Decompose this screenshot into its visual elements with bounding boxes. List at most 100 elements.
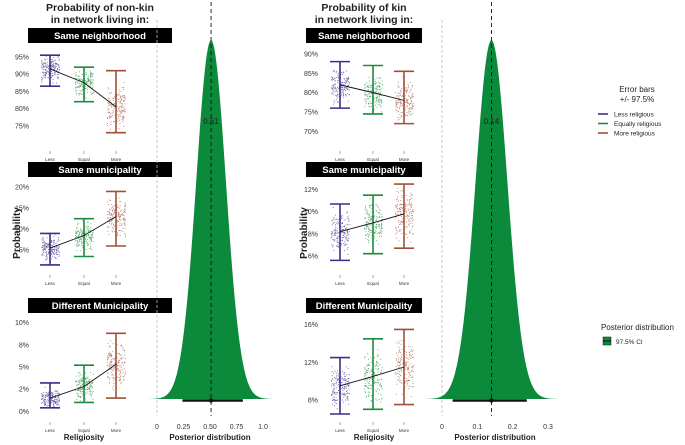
sample-point — [376, 82, 377, 84]
sample-point — [333, 83, 335, 85]
sample-point — [410, 194, 412, 196]
sample-point — [78, 381, 80, 383]
sample-point — [401, 340, 403, 342]
sample-point — [118, 114, 120, 116]
sample-point — [85, 399, 87, 401]
sample-point — [408, 224, 410, 226]
sample-point — [52, 64, 54, 66]
sample-point — [87, 77, 89, 79]
sample-point — [409, 375, 411, 376]
sample-point — [345, 390, 347, 392]
sample-point — [333, 216, 335, 218]
posterior-x-axis-title: Posterior distribution — [169, 433, 250, 442]
sample-point — [406, 101, 408, 103]
sample-point — [41, 60, 43, 62]
sample-point — [77, 387, 79, 388]
sample-point — [58, 254, 60, 256]
sample-point — [379, 364, 381, 366]
sample-point — [343, 96, 345, 98]
sample-point — [406, 351, 407, 353]
sample-point — [89, 393, 91, 395]
sample-point — [364, 98, 366, 100]
sample-point — [121, 357, 123, 359]
sample-point — [404, 87, 406, 89]
sample-point — [58, 395, 60, 397]
sample-point — [45, 393, 47, 395]
sample-point — [45, 243, 47, 244]
sample-point — [379, 86, 381, 88]
sample-point — [368, 222, 370, 224]
sample-point — [52, 65, 54, 67]
sample-point — [53, 403, 54, 405]
sample-point — [75, 80, 77, 82]
x-tick-label: Less — [45, 281, 55, 286]
sample-point — [343, 225, 345, 227]
sample-point — [376, 364, 377, 366]
sample-point — [368, 77, 370, 78]
sample-point — [88, 236, 90, 238]
sample-point — [123, 101, 125, 103]
sample-point — [87, 231, 89, 233]
sample-point — [405, 115, 407, 117]
sample-point — [120, 201, 122, 202]
sample-point — [367, 86, 369, 88]
sample-point — [401, 111, 403, 113]
sample-point — [46, 64, 48, 66]
sample-point — [377, 205, 379, 207]
sample-point — [376, 94, 378, 96]
sample-point — [58, 69, 60, 71]
sample-point — [335, 234, 336, 236]
sample-point — [82, 88, 84, 90]
sample-point — [348, 403, 350, 405]
sample-point — [89, 82, 91, 84]
sample-point — [380, 100, 382, 102]
sample-point — [336, 408, 338, 410]
sample-point — [404, 362, 406, 364]
sample-point — [407, 208, 409, 210]
sample-point — [405, 204, 407, 206]
sample-point — [76, 250, 78, 252]
sample-point — [375, 389, 377, 391]
sample-point — [364, 94, 366, 96]
sample-point — [369, 219, 371, 221]
sample-point — [375, 381, 376, 383]
sample-point — [46, 395, 47, 397]
sample-point — [376, 95, 378, 97]
sample-point — [54, 247, 56, 249]
sample-point — [334, 77, 336, 79]
sample-point — [397, 84, 399, 86]
sample-point — [411, 96, 413, 98]
sample-point — [56, 247, 58, 249]
sample-point — [51, 71, 52, 73]
sample-point — [90, 237, 92, 239]
sample-point — [124, 362, 126, 364]
sample-point — [371, 401, 373, 403]
sample-point — [405, 377, 407, 379]
sample-point — [79, 374, 81, 376]
sample-point — [56, 403, 58, 405]
sample-point — [412, 225, 414, 227]
sample-point — [335, 229, 337, 231]
error-bar-equal — [74, 217, 94, 258]
sample-point — [374, 364, 376, 366]
sample-point — [75, 78, 77, 80]
sample-point — [119, 380, 121, 382]
sample-point — [377, 388, 379, 390]
sample-point — [405, 364, 407, 365]
sample-point — [331, 85, 333, 87]
sample-point — [82, 380, 84, 382]
mean-trend-line — [339, 213, 405, 233]
sample-point — [112, 100, 114, 101]
sample-point — [109, 117, 111, 119]
sample-point — [375, 366, 377, 368]
sample-point — [55, 243, 57, 245]
y-tick-label: 75% — [304, 110, 318, 117]
sample-point — [47, 67, 49, 69]
sample-point — [91, 387, 93, 389]
sample-point — [366, 212, 368, 214]
sample-point — [412, 211, 414, 213]
sample-point — [337, 390, 339, 391]
sample-point — [52, 60, 54, 62]
sample-point — [113, 367, 115, 369]
sample-point — [341, 217, 343, 219]
